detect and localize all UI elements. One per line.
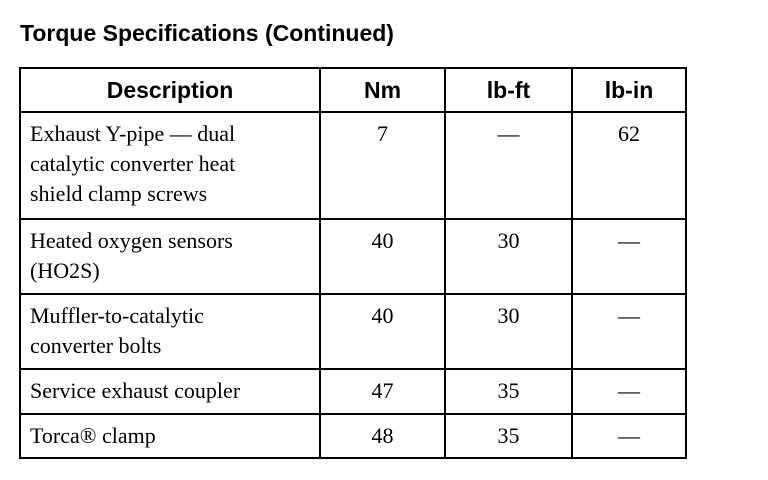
table-row: Heated oxygen sensors (HO2S) 40 30— <box>19 218 687 295</box>
value-cell: 30 <box>444 293 573 370</box>
header-row: Description Nm lb-ft lb-in <box>19 67 687 113</box>
description-cell: Torca® clamp <box>19 413 321 459</box>
table-row: Muffler-to-catalytic converter bolts 40 30— <box>19 293 687 370</box>
title: Torque Specifications (Continued) <box>20 20 394 46</box>
column-header: lb-ft <box>444 67 573 113</box>
description-line: Heated oxygen sensors <box>30 228 233 253</box>
column-header: lb-in <box>571 67 687 113</box>
description-cell: Service exhaust coupler <box>19 368 321 415</box>
description-line: Torca® clamp <box>30 423 156 448</box>
value-cell: — <box>571 293 687 370</box>
description-line: converter bolts <box>30 333 162 358</box>
value-cell: — <box>571 413 687 459</box>
column-header: Description <box>19 67 321 113</box>
description-cell: Muffler-to-catalytic converter bolts <box>19 293 321 370</box>
value-cell: — <box>571 218 687 295</box>
value-cell: 62 <box>571 111 687 220</box>
column-header: Nm <box>319 67 446 113</box>
description-line: Muffler-to-catalytic <box>30 303 204 328</box>
value-cell: 40 <box>319 218 446 295</box>
value-cell: 35 <box>444 413 573 459</box>
value-cell: 35 <box>444 368 573 415</box>
value-cell: 30 <box>444 218 573 295</box>
value-cell: — <box>444 111 573 220</box>
table-row: Service exhaust coupler 47 35— <box>19 368 687 415</box>
description-line: Exhaust Y-pipe — dual <box>30 121 236 146</box>
description-line: shield clamp screws <box>30 181 208 206</box>
value-cell: 47 <box>319 368 446 415</box>
value-cell: 7 <box>319 111 446 220</box>
torque-table: Description Nm lb-ft lb-in Exhaust Y-pipe —… <box>19 67 687 459</box>
table-row: Exhaust Y-pipe — dual catalytic converter… <box>19 111 687 220</box>
description-line: (HO2S) <box>30 258 100 283</box>
value-cell: — <box>571 368 687 415</box>
table-body: Exhaust Y-pipe — dual catalytic converter… <box>19 111 687 459</box>
value-cell: 48 <box>319 413 446 459</box>
description-line: catalytic converter heat <box>30 151 236 176</box>
table-row: Torca® clamp 48 35— <box>19 413 687 459</box>
value-cell: 40 <box>319 293 446 370</box>
description-line: Service exhaust coupler <box>30 378 241 403</box>
description-cell: Exhaust Y-pipe — dual catalytic converter… <box>19 111 321 220</box>
description-cell: Heated oxygen sensors (HO2S) <box>19 218 321 295</box>
